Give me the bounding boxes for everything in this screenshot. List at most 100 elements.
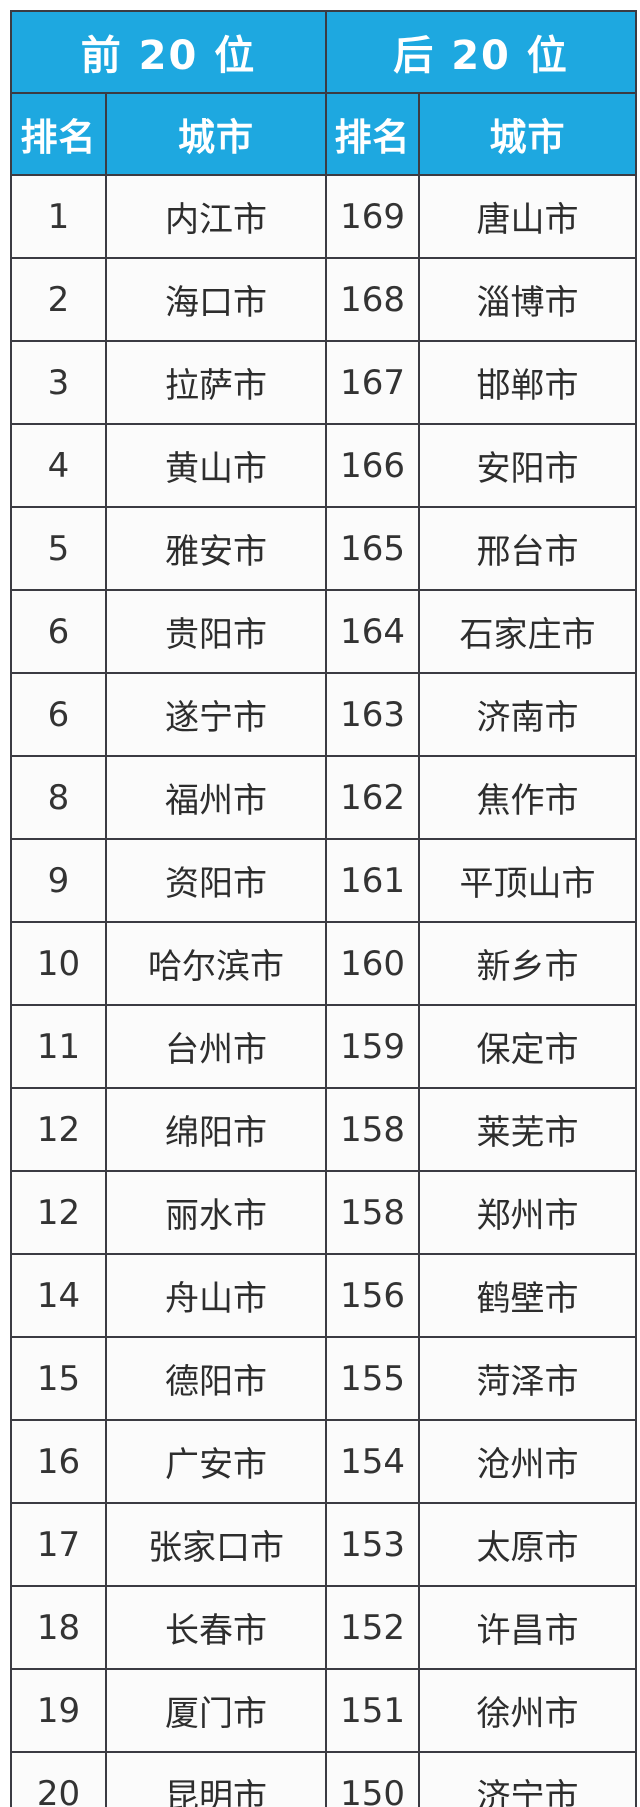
rank-cell-left: 6: [10, 672, 107, 757]
city-cell-left: 雅安市: [104, 506, 328, 591]
table-row: 6 遂宁市 163 济南市: [10, 672, 638, 757]
city-cell-right: 许昌市: [418, 1585, 638, 1670]
rank-cell-right: 155: [325, 1336, 421, 1421]
rank-cell-right: 158: [325, 1087, 421, 1172]
city-cell-left: 贵阳市: [104, 589, 328, 674]
city-cell-right: 邯郸市: [418, 340, 638, 425]
city-cell-right: 郑州市: [418, 1170, 638, 1255]
col-header-rank-left: 排名: [10, 92, 107, 176]
city-cell-left: 德阳市: [104, 1336, 328, 1421]
rank-cell-left: 17: [10, 1502, 107, 1587]
header-group-row: 前 20 位 后 20 位: [9, 10, 638, 94]
city-cell-left: 拉萨市: [104, 340, 328, 425]
city-cell-right: 莱芜市: [418, 1087, 638, 1172]
city-cell-right: 唐山市: [418, 174, 638, 259]
rank-cell-left: 14: [10, 1253, 107, 1338]
city-cell-right: 济宁市: [418, 1751, 638, 1807]
table-row: 5 雅安市 165 邢台市: [10, 506, 638, 591]
rank-cell-left: 18: [10, 1585, 107, 1670]
rank-cell-left: 5: [10, 506, 107, 591]
city-cell-right: 安阳市: [418, 423, 638, 508]
city-ranking-table: 前 20 位 后 20 位 排名 城市 排名 城市 1 内江市 169 唐山市 2 海口市…: [9, 10, 638, 1807]
rank-cell-right: 159: [325, 1004, 421, 1089]
rank-cell-left: 1: [10, 174, 107, 259]
table-row: 1 内江市 169 唐山市: [10, 174, 638, 259]
table-row: 10 哈尔滨市 160 新乡市: [10, 921, 638, 1006]
table-row: 3 拉萨市 167 邯郸市: [10, 340, 638, 425]
city-cell-left: 台州市: [104, 1004, 328, 1089]
table-row: 4 黄山市 166 安阳市: [10, 423, 638, 508]
table-row: 8 福州市 162 焦作市: [10, 755, 638, 840]
rank-cell-left: 16: [10, 1419, 107, 1504]
rank-cell-right: 166: [325, 423, 421, 508]
rank-cell-left: 11: [10, 1004, 107, 1089]
rank-cell-right: 150: [325, 1751, 421, 1807]
rank-cell-left: 12: [10, 1087, 107, 1172]
rank-cell-right: 152: [325, 1585, 421, 1670]
table-row: 15 德阳市 155 菏泽市: [10, 1336, 638, 1421]
city-cell-left: 昆明市: [104, 1751, 328, 1807]
rank-cell-left: 10: [10, 921, 107, 1006]
table-row: 9 资阳市 161 平顶山市: [10, 838, 638, 923]
city-cell-left: 内江市: [104, 174, 328, 259]
column-header-row: 排名 城市 排名 城市: [10, 92, 638, 176]
city-cell-right: 太原市: [418, 1502, 638, 1587]
table-row: 19 厦门市 151 徐州市: [10, 1668, 638, 1753]
city-cell-right: 新乡市: [418, 921, 638, 1006]
table-row: 16 广安市 154 沧州市: [10, 1419, 638, 1504]
rank-cell-right: 151: [325, 1668, 421, 1753]
rank-cell-left: 19: [10, 1668, 107, 1753]
rank-cell-right: 164: [325, 589, 421, 674]
rank-cell-right: 160: [325, 921, 421, 1006]
city-cell-left: 张家口市: [104, 1502, 328, 1587]
city-cell-right: 保定市: [418, 1004, 638, 1089]
city-cell-right: 沧州市: [418, 1419, 638, 1504]
city-cell-right: 菏泽市: [418, 1336, 638, 1421]
city-cell-left: 长春市: [104, 1585, 328, 1670]
city-cell-left: 海口市: [104, 257, 328, 342]
rank-cell-right: 154: [325, 1419, 421, 1504]
rank-cell-right: 167: [325, 340, 421, 425]
rank-cell-left: 4: [10, 423, 107, 508]
city-cell-left: 绵阳市: [104, 1087, 328, 1172]
table-row: 11 台州市 159 保定市: [10, 1004, 638, 1089]
rank-cell-left: 20: [10, 1751, 107, 1807]
table-row: 2 海口市 168 淄博市: [10, 257, 638, 342]
city-cell-right: 淄博市: [418, 257, 638, 342]
city-cell-left: 哈尔滨市: [104, 921, 328, 1006]
table-row: 20 昆明市 150 济宁市: [10, 1751, 638, 1807]
rank-cell-right: 158: [325, 1170, 421, 1255]
city-cell-left: 黄山市: [104, 423, 328, 508]
table-row: 17 张家口市 153 太原市: [10, 1502, 638, 1587]
header-bottom-20: 后 20 位: [325, 10, 638, 94]
city-cell-left: 福州市: [104, 755, 328, 840]
rank-cell-right: 165: [325, 506, 421, 591]
city-cell-left: 资阳市: [104, 838, 328, 923]
header-top-20: 前 20 位: [9, 10, 328, 94]
rank-cell-right: 156: [325, 1253, 421, 1338]
table-header: 前 20 位 后 20 位 排名 城市 排名 城市: [9, 10, 638, 176]
rank-cell-left: 3: [10, 340, 107, 425]
city-cell-left: 舟山市: [104, 1253, 328, 1338]
rank-cell-left: 15: [10, 1336, 107, 1421]
rank-cell-right: 153: [325, 1502, 421, 1587]
city-cell-right: 邢台市: [418, 506, 638, 591]
rank-cell-right: 161: [325, 838, 421, 923]
table-body: 1 内江市 169 唐山市 2 海口市 168 淄博市 3 拉萨市 167 邯郸市 4 黄山市 166 安阳市…: [10, 174, 638, 1807]
city-cell-left: 丽水市: [104, 1170, 328, 1255]
city-cell-left: 厦门市: [104, 1668, 328, 1753]
rank-cell-right: 162: [325, 755, 421, 840]
col-header-city-left: 城市: [104, 92, 328, 176]
table-row: 6 贵阳市 164 石家庄市: [10, 589, 638, 674]
city-cell-right: 鹤壁市: [418, 1253, 638, 1338]
rank-cell-right: 163: [325, 672, 421, 757]
table-row: 12 绵阳市 158 莱芜市: [10, 1087, 638, 1172]
table-row: 12 丽水市 158 郑州市: [10, 1170, 638, 1255]
city-cell-right: 石家庄市: [418, 589, 638, 674]
col-header-rank-right: 排名: [325, 92, 421, 176]
rank-cell-left: 8: [10, 755, 107, 840]
rank-cell-left: 6: [10, 589, 107, 674]
city-cell-right: 焦作市: [418, 755, 638, 840]
table-row: 18 长春市 152 许昌市: [10, 1585, 638, 1670]
